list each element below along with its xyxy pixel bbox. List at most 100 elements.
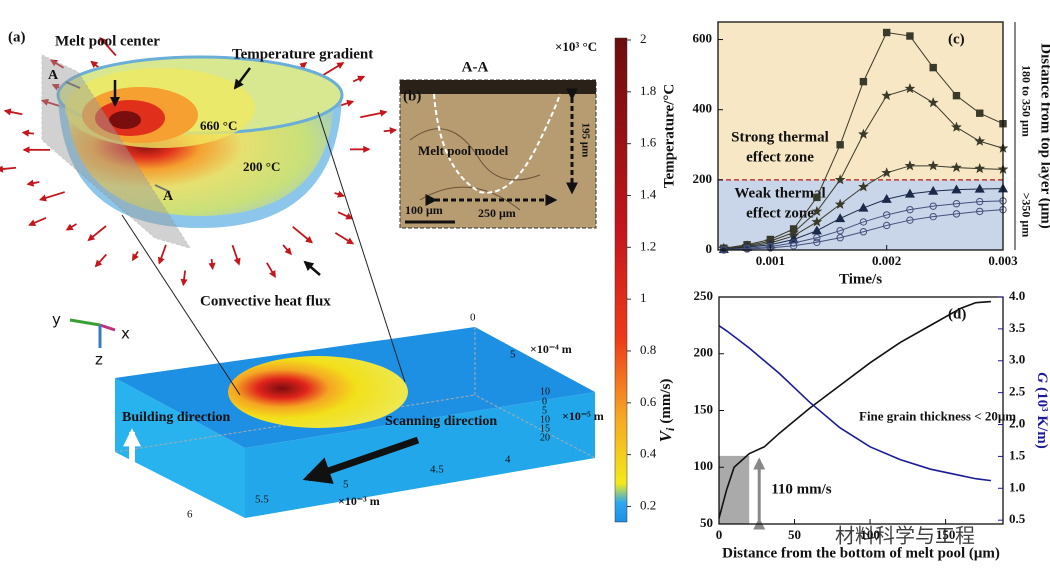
marker [766,244,775,252]
grain-boundary [409,128,541,181]
range-label: 180 to 350 μm [1019,65,1033,137]
flux-arrow [99,36,117,57]
annotation: Melt pool center [55,33,160,49]
y-tick-label: 400 [693,101,713,116]
zone-label: effect zone [746,149,814,165]
panel-title: A-A [462,59,489,75]
colorbar-tick-label: 0.6 [640,394,657,409]
annotation: Melt pool model [418,143,509,158]
x-tick-label: 0 [716,527,723,542]
flux-arrow [334,232,355,245]
marker [859,218,868,226]
flux-arrow [65,223,77,231]
colorbar-unit: ×10³ °C [555,39,597,54]
marker [813,234,821,242]
charts: Strong thermal effect zone Weak thermal eff… [656,21,1050,561]
flux-arrow [322,62,345,77]
colorbar-tick-label: 0.8 [640,342,656,357]
tick-label: 10 [540,414,550,425]
marker [927,160,939,171]
axis-arrow [99,323,116,332]
slab-front-face [245,392,595,518]
zoom-line [317,111,406,383]
marker [974,135,986,146]
marker [904,83,916,94]
flux-arrow [292,225,313,244]
axis-letter: x [121,325,130,343]
colorbar-tick-label: 0.4 [640,446,657,461]
marker [743,245,751,253]
arrow [233,67,251,90]
marker [813,193,821,202]
annotation: 100 μm [405,203,443,217]
marker [952,210,961,218]
y2-tick-label: 3.0 [1009,352,1025,367]
x-tick-label: 50 [788,527,801,542]
x-tick-label: 100 [860,527,880,542]
marker [976,197,984,206]
section-label: A [163,189,174,204]
marker [952,91,961,100]
flux-arrow [94,253,107,268]
tick-label: 0 [470,312,476,324]
range-label: >350 μm [1019,193,1033,238]
y2-tick-label: 1.5 [1009,447,1026,462]
annotation: 250 μm [478,206,516,220]
tick-label: 5 [343,479,349,491]
tick-label: 6 [187,509,193,521]
flux-arrow [180,270,188,287]
flux-arrow [21,129,34,137]
marker [951,161,962,173]
marker [834,198,846,209]
y2-tick-label: 4.0 [1009,288,1025,303]
series-line [718,300,991,519]
annotation: Building direction [122,410,230,425]
tick-label: 4.5 [430,464,444,476]
x-tick-label: 0.003 [988,253,1018,268]
flux-arrow [28,216,47,227]
chart: Strong thermal effect zone Weak thermal eff… [661,21,1050,287]
marker [929,63,937,72]
y2-axis-label: G (10³ K/m) [1034,372,1050,448]
marker [836,141,844,149]
marker [859,77,868,86]
section-mark [154,184,171,193]
marker [789,242,798,250]
section-mark [65,81,81,89]
colorbar-tick-label: 1 [640,290,647,305]
marker [929,202,937,210]
annotation: 195 μm [579,123,591,158]
colorbar-tick-label: 1.2 [640,238,656,253]
x-tick-label: 0.002 [872,253,901,268]
marker [836,227,844,235]
y2-tick-label: 3.5 [1009,320,1026,335]
y-tick-label: 600 [693,31,713,46]
isotherm-label: 200 °C [243,159,280,174]
marker [906,216,914,224]
marker [836,234,844,242]
isotherm-label: 660 °C [200,118,237,133]
y-tick-label: 200 [693,171,713,186]
axis-letter: y [52,311,61,329]
panel-label: (b) [403,88,421,104]
tick-label: 5 [542,405,547,416]
panel-label: (d) [948,306,966,322]
y-tick-label: 150 [694,401,714,416]
marker [904,160,916,171]
zone-label: Weak thermal [734,185,825,201]
annotation: Scanning direction [385,414,497,429]
marker [834,174,846,185]
y2-tick-label: 0.5 [1009,511,1026,526]
x-axis-label: Distance from the bottom of melt pool (μ… [722,545,1000,561]
marker [811,205,823,216]
marker [928,185,939,195]
flux-arrow [38,191,65,202]
tick-label: 4 [505,454,511,466]
flux-arrow [26,179,40,187]
y-tick-label: 100 [694,458,714,473]
marker [813,238,821,246]
section-plane [41,54,192,249]
tick-label: 0 [542,396,547,407]
flux-arrow [87,225,107,242]
